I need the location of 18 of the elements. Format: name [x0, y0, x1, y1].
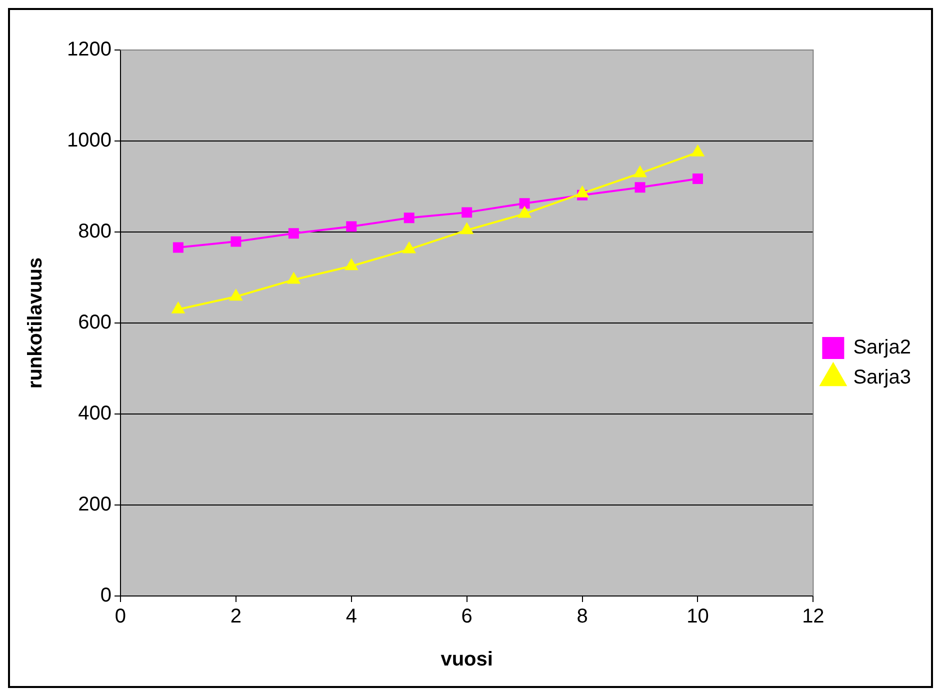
y-tick-label: 600	[78, 312, 112, 334]
y-tick-label: 200	[78, 494, 112, 516]
x-tick-label: 10	[686, 606, 709, 628]
x-tick-label: 2	[230, 606, 242, 628]
x-tick-label: 4	[346, 606, 357, 628]
x-tick-label: 6	[461, 606, 472, 628]
legend-label: Sarja3	[853, 366, 911, 389]
y-axis-title: runkotilavuus	[24, 257, 47, 389]
x-tick-label: 12	[802, 606, 824, 628]
y-tick-label: 400	[78, 402, 112, 425]
y-tick-label: 800	[78, 220, 112, 243]
x-tick-label: 0	[114, 606, 126, 628]
y-tick-label: 1000	[66, 130, 112, 152]
y-tick-label: 1200	[66, 38, 112, 61]
legend-label: Sarja2	[853, 336, 911, 359]
y-tick-label: 0	[100, 584, 112, 607]
x-axis-title: vuosi	[440, 648, 493, 671]
x-tick-label: 8	[576, 606, 588, 628]
